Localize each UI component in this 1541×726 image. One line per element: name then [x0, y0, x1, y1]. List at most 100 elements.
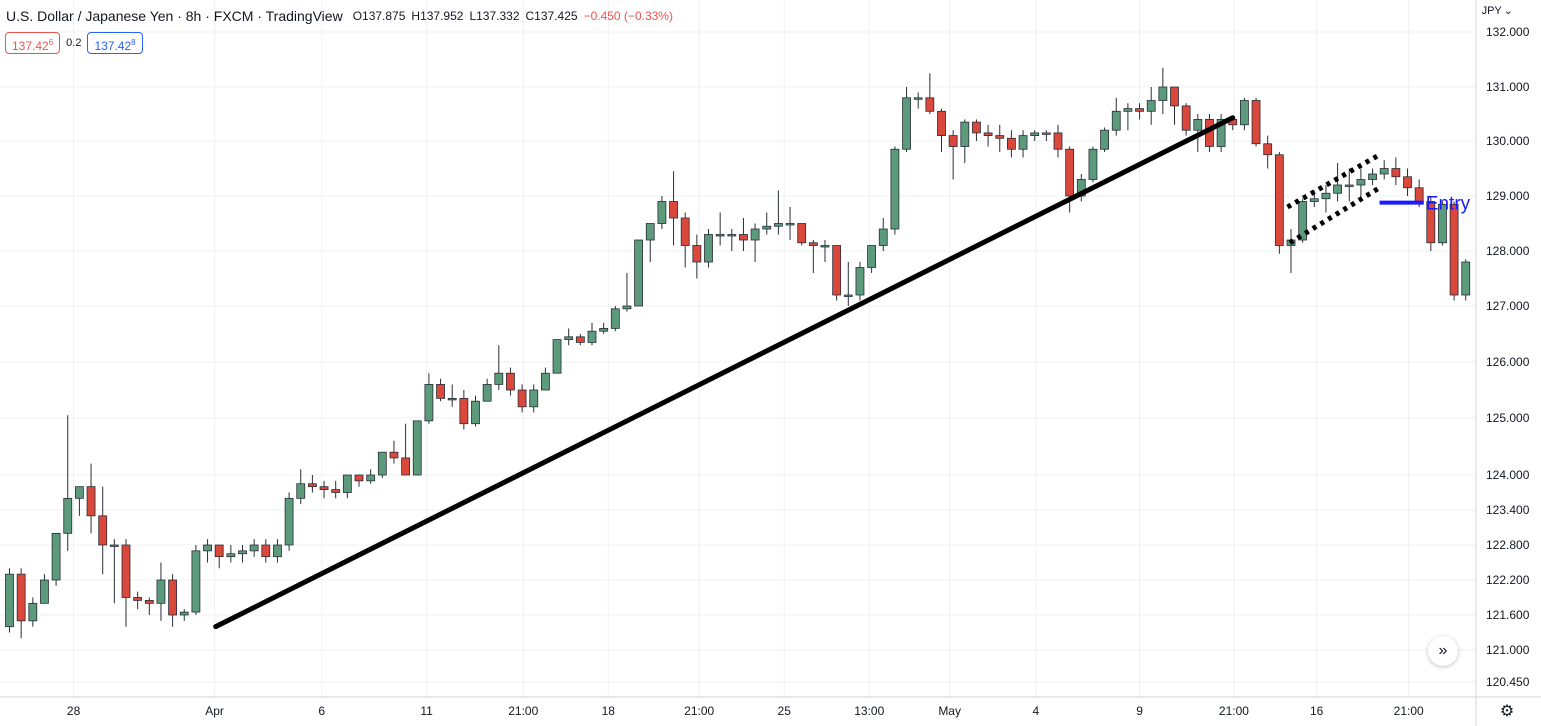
- candle-down: [925, 73, 935, 114]
- candle-down: [133, 591, 143, 610]
- candle-up: [564, 328, 574, 346]
- candle-body: [762, 225, 772, 230]
- candle-up: [1356, 168, 1366, 199]
- candle-up: [342, 474, 352, 499]
- chart-settings-button[interactable]: ⚙: [1497, 701, 1517, 721]
- candle-body: [1030, 132, 1040, 136]
- candle-up: [1146, 87, 1156, 125]
- candle-up: [109, 539, 119, 604]
- trendline: [213, 115, 1236, 630]
- candle-body: [214, 544, 224, 558]
- candle-up: [785, 207, 795, 240]
- candle-up: [610, 306, 620, 332]
- candle-body: [925, 97, 935, 112]
- candle-up: [1240, 97, 1249, 131]
- dotted-channel-upper: [1286, 152, 1381, 210]
- candle-down: [808, 240, 818, 273]
- candle-up: [541, 367, 550, 391]
- candle-body: [1088, 148, 1098, 180]
- candle-body: [645, 223, 655, 241]
- close-value: C137.425: [525, 9, 578, 23]
- candle-up: [657, 196, 667, 229]
- candle-up: [1123, 103, 1133, 131]
- candle-down: [121, 539, 131, 627]
- buy-price-button[interactable]: 137.428: [87, 32, 143, 54]
- candle-body: [109, 544, 119, 547]
- candle-body: [296, 483, 306, 499]
- candle-down: [739, 218, 748, 251]
- candle-down: [401, 423, 411, 476]
- candle-up: [843, 262, 853, 306]
- double-chevron-right-icon: »: [1438, 642, 1448, 659]
- candle-up: [156, 562, 166, 621]
- candle-body: [715, 234, 725, 237]
- symbol-title[interactable]: U.S. Dollar / Japanese Yen · 8h · FXCM ·…: [6, 8, 343, 24]
- candle-down: [680, 212, 690, 268]
- candle-body: [657, 201, 667, 224]
- scroll-to-realtime-button[interactable]: »: [1428, 636, 1458, 666]
- time-tick-label: Apr: [205, 704, 224, 718]
- candle-up: [1100, 127, 1109, 152]
- candle-down: [98, 486, 108, 575]
- candle-up: [1041, 130, 1051, 141]
- candle-body: [471, 400, 480, 425]
- time-tick-label: 21:00: [1219, 704, 1249, 718]
- candle-body: [191, 550, 201, 613]
- candle-down: [797, 223, 807, 246]
- candle-up: [482, 378, 492, 402]
- candle-body: [1438, 203, 1447, 244]
- candle-body: [238, 550, 247, 555]
- candle-body: [669, 201, 678, 219]
- time-tick-label: 9: [1136, 704, 1143, 718]
- candle-up: [1333, 163, 1342, 202]
- candle-body: [750, 228, 760, 241]
- candle-down: [214, 544, 224, 569]
- candle-body: [599, 327, 609, 332]
- candle-up: [820, 240, 830, 262]
- price-tick-label: 122.800: [1486, 538, 1530, 552]
- candle-body: [1368, 173, 1377, 180]
- candle-body: [1321, 192, 1331, 200]
- price-tick-label: 125.000: [1486, 411, 1530, 425]
- candle-down: [1391, 157, 1401, 185]
- candle-body: [16, 573, 26, 622]
- candle-body: [1263, 143, 1273, 156]
- price-tick-label: 122.200: [1486, 573, 1530, 587]
- candle-body: [331, 489, 341, 493]
- price-tick-label: 130.000: [1486, 134, 1530, 148]
- candle-up: [913, 92, 923, 109]
- high-value: H137.952: [411, 9, 464, 23]
- price-tick-label: 132.000: [1486, 25, 1530, 39]
- candle-up: [203, 539, 212, 563]
- candle-up: [366, 469, 376, 484]
- change-value: −0.450 (−0.33%): [583, 9, 673, 23]
- candle-up: [1461, 259, 1471, 301]
- candle-body: [86, 486, 96, 517]
- candle-down: [319, 480, 329, 499]
- candle-down: [1181, 103, 1191, 136]
- candle-down: [1274, 152, 1284, 254]
- sell-price-button[interactable]: 137.426: [5, 32, 61, 54]
- candle-body: [1298, 201, 1308, 241]
- candle-body: [1309, 198, 1319, 202]
- candle-body: [843, 294, 853, 297]
- candle-up: [599, 322, 609, 334]
- candle-up: [902, 87, 911, 152]
- candles: [5, 67, 1471, 639]
- chevron-down-icon: ⌄: [1503, 5, 1513, 17]
- candle-down: [692, 234, 702, 279]
- candle-body: [890, 148, 900, 230]
- candle-body: [820, 245, 830, 248]
- candle-body: [1123, 108, 1133, 112]
- candle-body: [727, 234, 737, 237]
- price-tick-label: 123.400: [1486, 503, 1530, 517]
- time-tick-label: 6: [318, 704, 325, 718]
- candle-body: [261, 544, 271, 558]
- currency-selector[interactable]: JPY ⌄: [1482, 4, 1513, 18]
- candle-body: [1100, 129, 1109, 150]
- candle-up: [273, 539, 282, 563]
- candle-down: [331, 480, 341, 499]
- candle-body: [1111, 110, 1121, 131]
- candle-body: [902, 97, 911, 150]
